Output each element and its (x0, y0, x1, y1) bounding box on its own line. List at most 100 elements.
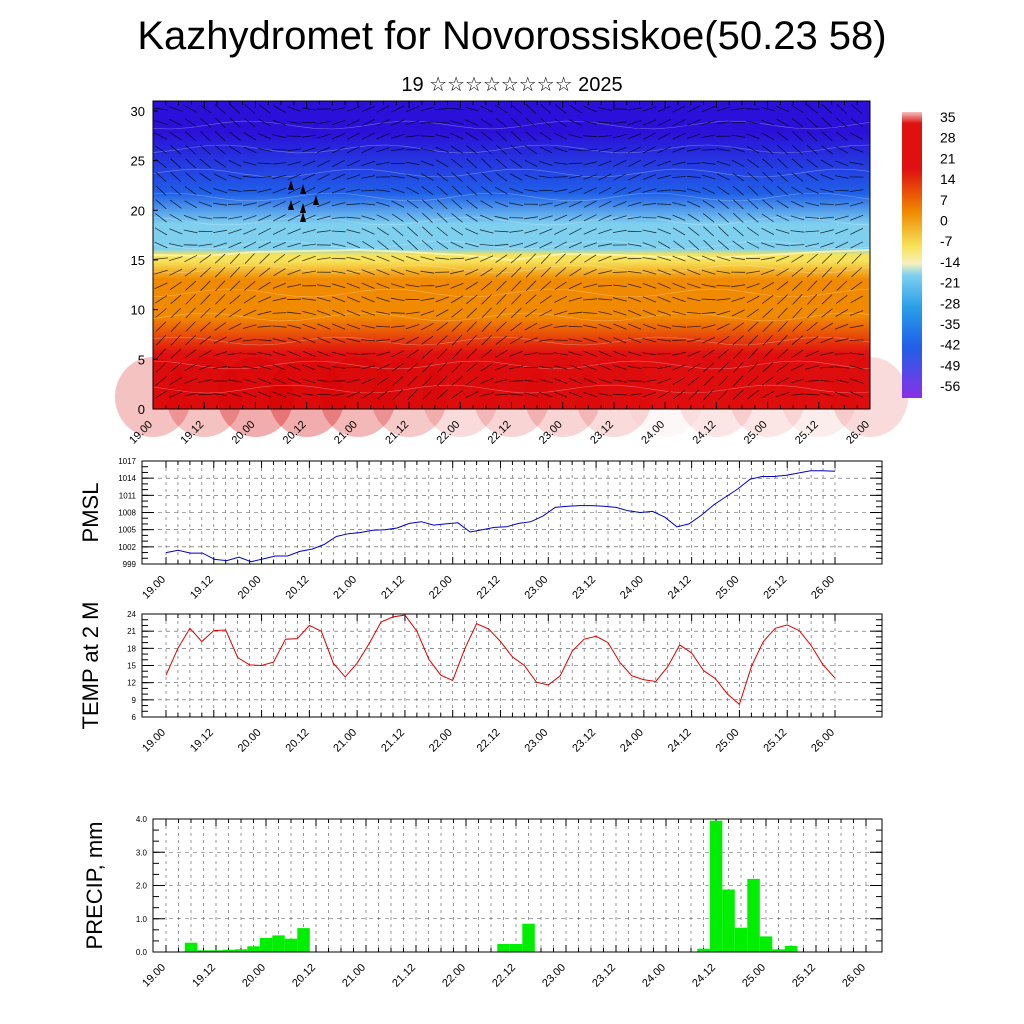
wind-barb (568, 391, 583, 398)
colorbar-label: 0 (940, 213, 948, 229)
x-tick-label-pmsl: 19.00 (140, 574, 168, 602)
wind-barb (627, 187, 642, 194)
wind-barb (568, 214, 582, 222)
wind-barb (228, 352, 242, 356)
wind-barb (213, 242, 228, 248)
x-tick-label-temp: 22.12 (475, 727, 503, 755)
wind-barb (155, 213, 167, 223)
wind-barb (671, 325, 687, 328)
wind-barb (553, 310, 568, 316)
wind-barb (686, 325, 701, 328)
wind-barb (155, 185, 167, 196)
wind-barb (642, 229, 657, 234)
wind-barb (835, 241, 849, 249)
wind-barb (761, 376, 774, 386)
wind-barb (554, 295, 568, 303)
wind-barb (569, 227, 582, 235)
wind-barb (316, 284, 331, 288)
wind-barbs (153, 103, 864, 400)
wind-barb (465, 281, 479, 290)
wind-barb (450, 270, 464, 275)
wind-barb (732, 172, 745, 182)
wind-barb (331, 270, 346, 274)
wind-barb (302, 243, 316, 247)
y-tick-label-precip: 2.0 (136, 882, 148, 891)
x-tick-label-pmsl: 25.00 (714, 574, 742, 602)
wind-barb (598, 364, 612, 371)
wind-barb (746, 120, 760, 125)
wind-barb (169, 391, 183, 398)
wind-barb (672, 296, 686, 303)
precip-bar (772, 949, 785, 952)
wind-barb (732, 212, 744, 223)
wind-barb (495, 254, 508, 263)
wind-barb (242, 189, 257, 192)
wind-barb (243, 309, 257, 317)
wind-barb (213, 202, 228, 206)
wind-barb (405, 120, 420, 125)
wind-barb (642, 338, 657, 343)
wind-barb (642, 188, 657, 193)
wind-barb (598, 337, 612, 344)
wind-barb (480, 131, 493, 141)
wind-barb (244, 104, 256, 114)
wind-barb (287, 364, 301, 371)
wind-barb (361, 189, 376, 192)
wind-barb (199, 187, 212, 195)
wind-barb (510, 104, 522, 114)
wind-barb (657, 203, 672, 205)
wind-barb (407, 375, 418, 387)
wind-barb (672, 161, 686, 166)
wind-barb (688, 376, 700, 386)
wind-barb (420, 270, 435, 274)
wind-barb (733, 348, 744, 360)
surface-warm-cell (780, 357, 857, 437)
wind-barb (510, 144, 522, 155)
wind-barb (612, 229, 627, 233)
wind-barb (627, 120, 642, 125)
wind-barb (702, 362, 715, 373)
wind-barb (346, 119, 360, 126)
precip-bar (759, 936, 773, 952)
wind-barb (820, 229, 834, 234)
wind-barb (657, 338, 672, 342)
wind-barb (169, 106, 183, 112)
wind-barb (598, 187, 612, 195)
wind-barb (849, 189, 864, 192)
wind-barb (228, 323, 242, 331)
wind-barb (346, 282, 361, 289)
wind-barb (701, 298, 716, 301)
wind-barb (153, 257, 169, 260)
y-axis-label-pmsl: PMSL (78, 483, 103, 543)
wind-barb (495, 186, 508, 195)
wind-barb (672, 255, 686, 262)
wind-barb (657, 296, 671, 303)
wind-barb (538, 175, 553, 179)
wind-barb (183, 378, 198, 384)
wind-barb (538, 378, 553, 384)
wind-barb (466, 348, 478, 359)
wind-barb (819, 203, 835, 205)
precip-bar (209, 950, 223, 952)
wind-barb (405, 161, 420, 166)
wind-barb (185, 172, 197, 182)
wind-barb (716, 323, 730, 330)
wind-barb (479, 392, 494, 397)
wind-barb (524, 379, 538, 383)
wind-barb (613, 310, 627, 316)
isotherm-contour (152, 384, 871, 394)
wind-barb (777, 348, 789, 359)
y-tick-label-heatmap: 20 (131, 203, 145, 218)
wind-barb (154, 107, 168, 111)
x-tick-label-temp: 20.00 (236, 727, 264, 755)
wind-barb (761, 294, 774, 304)
wind-barb (806, 117, 818, 128)
wind-barb (198, 379, 213, 383)
wind-barb (228, 308, 242, 318)
wind-barb (524, 242, 538, 248)
wind-barb (849, 147, 864, 153)
wind-barb (451, 376, 463, 386)
wind-barb (420, 256, 435, 261)
wind-barb (272, 187, 287, 194)
wind-barb (287, 337, 301, 343)
